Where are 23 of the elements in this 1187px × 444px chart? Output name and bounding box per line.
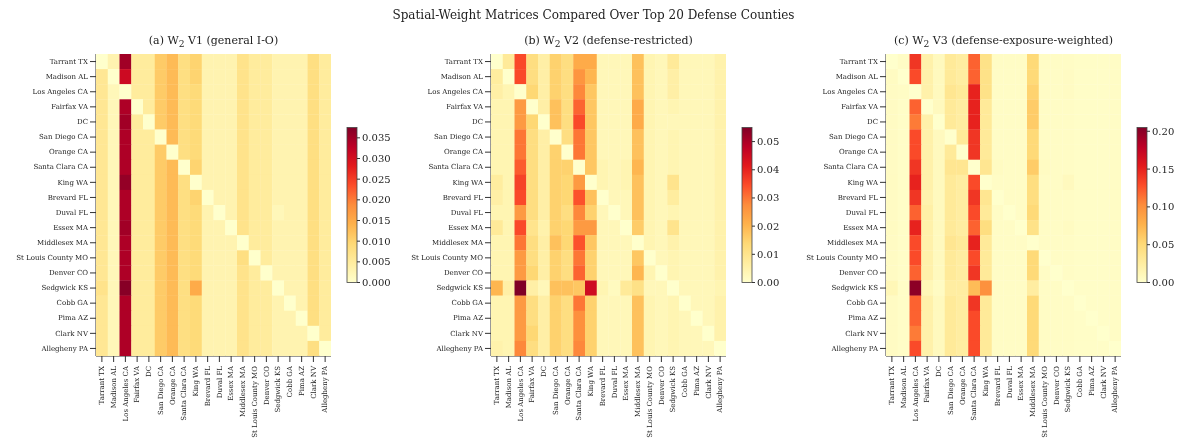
color-bar-label: 0.05 (757, 136, 780, 148)
color-bar-label: 0.025 (362, 173, 391, 185)
color-bar-label: 0.15 (1152, 163, 1175, 175)
color-bar-label: 0.000 (362, 277, 391, 288)
color-bar-label: 0.005 (362, 256, 391, 268)
color-bar-label: 0.015 (362, 215, 391, 226)
chart-title: (c) W$_{2}$ V3 (defense-exposure-weighted) (892, 34, 1115, 50)
color-bar-label: 0.10 (1152, 201, 1175, 213)
chart-title: (a) W$_{2}$ V1 (general I-O) (147, 34, 280, 50)
color-bar-label: 0.035 (362, 132, 391, 144)
color-bar-label: 0.01 (757, 248, 780, 260)
color-bar-label: 0.00 (757, 277, 780, 288)
color-bar-label: 0.030 (362, 153, 391, 164)
color-bar-label: 0.05 (1152, 239, 1175, 251)
color-bar-label: 0.04 (757, 164, 780, 176)
color-bar-label: 0.03 (757, 192, 780, 204)
color-bar-label: 0.02 (757, 220, 780, 232)
color-bar-label: 0.20 (1152, 125, 1175, 137)
color-bar-label: 0.00 (1152, 277, 1175, 288)
color-bar-label: 0.020 (362, 194, 391, 206)
chart-title: Spatial-Weight Matrices Compared Over Top 20 Defense Counties (391, 8, 796, 24)
chart-subtitle: (b) W$_{2}$ V2 (defense-restricted) (523, 34, 694, 50)
color-bar-label: 0.010 (362, 235, 391, 247)
